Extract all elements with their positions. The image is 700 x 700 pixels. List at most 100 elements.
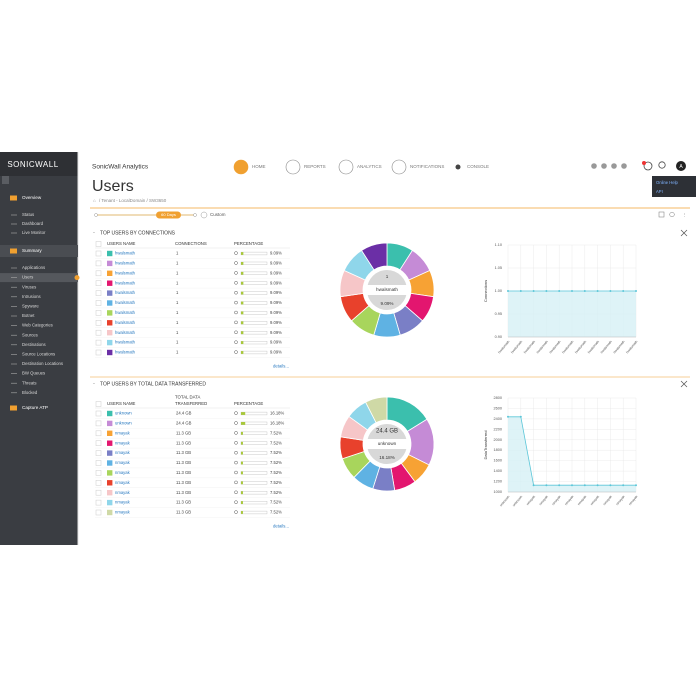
sidebar-item[interactable]: Applications (22, 265, 45, 270)
user-link[interactable]: unknown (115, 411, 132, 416)
user-link[interactable]: hwalsmath (115, 280, 136, 285)
user-link[interactable]: hwalsmath (115, 261, 136, 266)
home-icon[interactable]: ⌂ (93, 198, 96, 203)
row-checkbox[interactable] (95, 499, 102, 506)
row-checkbox[interactable] (95, 480, 102, 486)
search-icon[interactable] (234, 431, 238, 435)
search-icon[interactable] (234, 340, 238, 344)
menu-toggle[interactable] (2, 176, 9, 184)
more-icon[interactable]: ⋮ (682, 212, 687, 218)
row-checkbox[interactable] (95, 420, 102, 427)
search-icon[interactable] (234, 411, 238, 415)
search-icon[interactable] (234, 300, 238, 305)
line-point[interactable] (596, 484, 599, 487)
search-icon[interactable] (234, 450, 238, 455)
user-link[interactable]: nmayak (115, 440, 131, 445)
nav-label[interactable]: NOTIFICATIONS (410, 164, 444, 169)
search-icon[interactable] (234, 320, 238, 325)
nav-icon[interactable] (391, 159, 407, 175)
sidebar-item[interactable]: BW Queues (22, 371, 45, 376)
line-point[interactable] (532, 290, 535, 292)
line-point[interactable] (545, 484, 548, 487)
search-icon[interactable] (234, 470, 238, 475)
slider-handle[interactable] (94, 213, 98, 217)
sidebar-item[interactable]: Botnet (22, 313, 35, 318)
collapse-icon[interactable]: − (93, 381, 96, 386)
search-icon[interactable] (234, 281, 238, 285)
sidebar-item[interactable]: Destination Locations (22, 361, 63, 366)
row-checkbox[interactable] (95, 290, 102, 296)
row-checkbox[interactable] (95, 329, 102, 336)
details-link[interactable]: details... (273, 524, 289, 529)
row-checkbox[interactable] (95, 450, 102, 456)
line-point[interactable] (519, 415, 522, 418)
row-checkbox[interactable] (95, 270, 102, 277)
sidebar-item[interactable]: Dashboard (22, 221, 44, 226)
user-link[interactable]: hwalsmath (115, 320, 136, 325)
line-point[interactable] (609, 484, 612, 487)
sidebar-item[interactable]: Blocked (22, 390, 38, 395)
line-point[interactable] (635, 290, 637, 292)
row-checkbox[interactable] (95, 509, 102, 516)
sidebar-item[interactable]: Sources (22, 332, 38, 337)
nav-label[interactable]: HOME (252, 164, 266, 169)
status-dot[interactable] (601, 163, 607, 169)
sidebar-item[interactable]: Viruses (22, 284, 36, 289)
nav-label[interactable]: CONSOLE (467, 164, 489, 169)
line-point[interactable] (571, 484, 573, 487)
line-point[interactable] (558, 290, 561, 292)
line-point[interactable] (558, 484, 561, 487)
row-checkbox[interactable] (95, 280, 102, 286)
row-checkbox[interactable] (95, 339, 102, 346)
line-point[interactable] (622, 290, 625, 292)
search-icon[interactable] (234, 490, 238, 495)
line-point[interactable] (583, 484, 586, 487)
sidebar-item[interactable]: Intrusions (22, 294, 41, 299)
help-menu-item[interactable]: Online Help (656, 180, 679, 185)
line-point[interactable] (507, 415, 509, 418)
nav-icon[interactable] (285, 159, 301, 175)
line-point[interactable] (519, 290, 522, 292)
row-checkbox[interactable] (95, 489, 102, 496)
line-point[interactable] (507, 290, 509, 292)
sidebar-item[interactable]: Destinations (22, 342, 46, 347)
user-link[interactable]: nmayak (115, 450, 131, 455)
search-icon[interactable] (234, 330, 238, 335)
row-checkbox[interactable] (95, 320, 102, 326)
nav-icon[interactable] (338, 159, 354, 175)
sidebar-section[interactable]: Overview (22, 195, 42, 200)
line-point[interactable] (571, 290, 573, 292)
user-link[interactable]: nmayak (115, 430, 131, 435)
collapse-icon[interactable]: − (93, 230, 96, 235)
search-icon[interactable] (234, 251, 238, 255)
search-icon[interactable] (234, 480, 238, 485)
sidebar-item[interactable]: Spyware (22, 304, 39, 309)
user-link[interactable]: nmayak (115, 460, 131, 465)
row-checkbox[interactable] (95, 310, 102, 316)
search-icon[interactable] (234, 421, 238, 425)
search-icon[interactable] (234, 290, 238, 295)
sidebar-section[interactable]: Summary (22, 248, 42, 253)
user-link[interactable]: nmayak (115, 490, 131, 495)
user-link[interactable]: hwalsmath (115, 310, 136, 315)
avatar[interactable] (676, 161, 686, 171)
line-point[interactable] (635, 484, 637, 487)
help-icon[interactable] (658, 161, 666, 169)
range-pill[interactable] (156, 211, 181, 219)
refresh-icon[interactable] (669, 211, 675, 218)
close-icon[interactable] (680, 229, 688, 237)
nav-icon[interactable] (233, 159, 249, 175)
nav-label[interactable]: ANALYTICS (357, 164, 382, 169)
header-checkbox[interactable] (95, 241, 102, 247)
slider-handle[interactable] (193, 213, 197, 217)
row-checkbox[interactable] (95, 410, 102, 417)
line-point[interactable] (583, 290, 586, 292)
sidebar-item[interactable]: Web Categories (22, 323, 53, 328)
search-icon[interactable] (234, 441, 238, 445)
status-dot[interactable] (591, 163, 597, 169)
sidebar-item[interactable]: Status (22, 212, 34, 217)
status-dot[interactable] (611, 163, 617, 169)
search-icon[interactable] (234, 261, 238, 265)
search-icon[interactable] (234, 350, 238, 354)
user-link[interactable]: nmayak (115, 470, 131, 475)
